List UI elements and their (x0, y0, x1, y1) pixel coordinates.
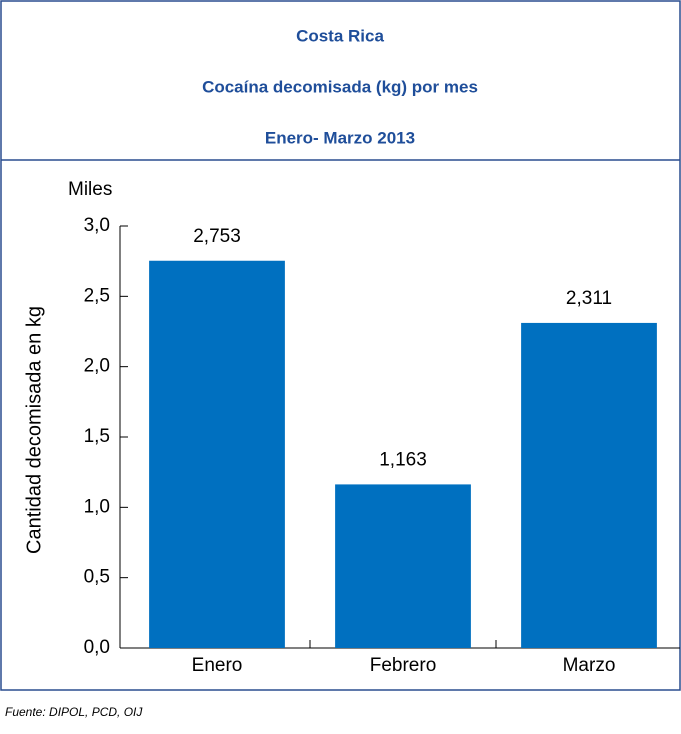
source-note: Fuente: DIPOL, PCD, OIJ (5, 705, 143, 719)
chart-period: Enero- Marzo 2013 (265, 128, 415, 147)
data-label: 1,163 (379, 449, 427, 470)
x-tick-label: Enero (192, 655, 243, 676)
y-tick-label: 0,0 (84, 637, 110, 658)
bar (521, 322, 657, 648)
y-tick-label: 0,5 (84, 567, 110, 588)
y-tick-label: 1,0 (84, 496, 110, 517)
x-tick-label: Febrero (370, 655, 437, 676)
bar (149, 260, 285, 648)
unit-label: Miles (68, 179, 112, 200)
chart-title: Costa Rica (296, 26, 384, 45)
y-tick-label: 1,5 (84, 426, 110, 447)
y-axis-title: Cantidad decomisada en kg (23, 306, 45, 554)
data-label: 2,753 (193, 226, 241, 247)
data-label: 2,311 (566, 288, 612, 309)
bar (335, 484, 471, 648)
y-tick-label: 3,0 (84, 215, 110, 236)
y-tick-label: 2,0 (84, 356, 110, 377)
x-tick-label: Marzo (563, 655, 616, 676)
y-tick-label: 2,5 (84, 285, 110, 306)
frame (0, 0, 681, 691)
chart-subtitle: Cocaína decomisada (kg) por mes (202, 77, 478, 96)
